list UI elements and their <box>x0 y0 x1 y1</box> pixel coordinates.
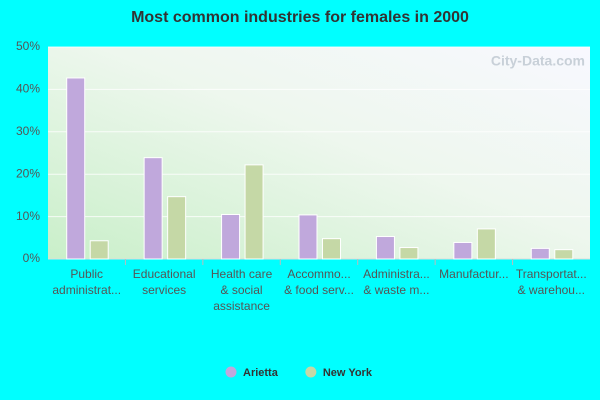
bar <box>143 157 163 260</box>
bar <box>375 236 395 260</box>
bar <box>89 240 109 260</box>
y-tick-label: 40% <box>16 82 40 96</box>
chart-title: Most common industries for females in 20… <box>131 9 469 26</box>
bar <box>554 249 574 260</box>
x-tick-label: Accommo... & food serv... <box>284 267 354 297</box>
x-tick-label-line: Transportat... <box>516 267 587 281</box>
plot-area <box>48 47 590 259</box>
x-tick-label-line: & waste m... <box>363 283 429 297</box>
y-tick-label: 20% <box>16 166 40 180</box>
bar <box>244 164 264 260</box>
bar <box>399 247 419 260</box>
y-tick-label: 30% <box>16 124 40 138</box>
bar <box>66 77 86 260</box>
x-tick-label-line: Accommo... <box>287 267 350 281</box>
x-tick-label-line: Public <box>70 267 103 281</box>
bar <box>322 238 341 260</box>
x-tick-label: Public administrat... <box>52 267 121 297</box>
x-tick-label: Transportat... & warehou... <box>516 267 587 297</box>
y-tick-label: 10% <box>16 209 40 223</box>
x-tick-label: Educational services <box>133 267 196 297</box>
bar <box>453 241 473 260</box>
x-tick-label-line: Administra... <box>363 267 430 281</box>
x-tick-label-line: & food serv... <box>284 283 354 297</box>
bar <box>167 196 187 260</box>
x-tick-label: Health care & social assistance <box>211 267 273 313</box>
watermark: City-Data.com <box>491 53 585 69</box>
y-tick-label: 50% <box>16 39 40 53</box>
x-tick-label-line: administrat... <box>52 283 121 297</box>
legend-swatch <box>305 366 317 378</box>
x-tick-label-line: Manufactur... <box>439 267 508 281</box>
bar <box>298 214 318 260</box>
y-tick-label: 0% <box>23 251 41 265</box>
x-tick-label-line: & social <box>221 283 263 297</box>
legend-swatch <box>225 366 237 378</box>
bar <box>530 247 550 260</box>
x-tick-label: Administra... & waste m... <box>363 267 430 297</box>
bar <box>221 213 241 260</box>
x-tick-label-line: Health care <box>211 267 273 281</box>
x-tick-label-line: & warehou... <box>518 283 585 297</box>
x-tick-label-line: assistance <box>213 299 270 313</box>
x-tick-label-line: services <box>142 283 186 297</box>
legend-label: Arietta <box>243 367 279 379</box>
bar <box>476 228 496 260</box>
x-tick-label: Manufactur... <box>439 267 508 281</box>
legend-label: New York <box>323 367 373 379</box>
x-tick-label-line: Educational <box>133 267 196 281</box>
